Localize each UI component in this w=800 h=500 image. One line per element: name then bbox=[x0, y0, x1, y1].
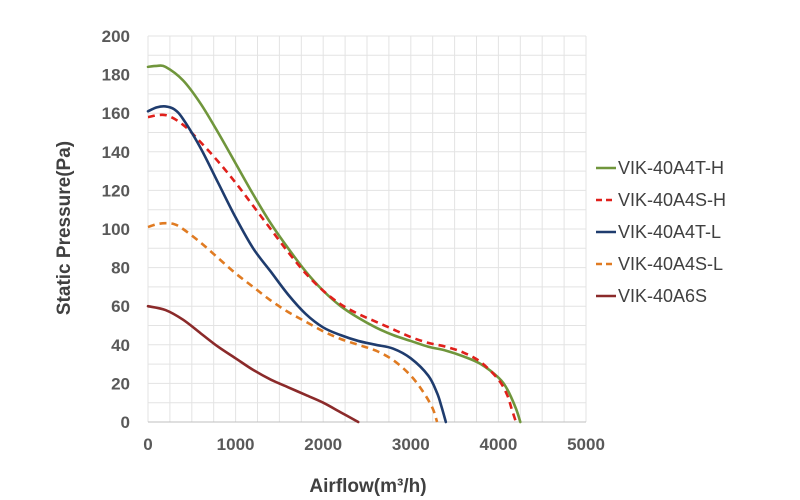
y-tick-label: 200 bbox=[102, 27, 130, 46]
tick-labels: 0 1000 2000 3000 4000 5000 0 20 40 60 80 100 120 140 1… bbox=[102, 27, 605, 454]
legend: VIK-40A4T-H VIK-40A4S-H VIK-40A4T-L VIK-40A… bbox=[596, 158, 726, 306]
legend-label-vik-40a6s: VIK-40A6S bbox=[618, 286, 707, 306]
y-tick-label: 40 bbox=[111, 336, 130, 355]
y-tick-label: 60 bbox=[111, 297, 130, 316]
y-tick-label: 160 bbox=[102, 104, 130, 123]
x-tick-label: 5000 bbox=[567, 435, 605, 454]
series-line-vik-40a4t-l bbox=[146, 105, 448, 424]
legend-label-vik-40a4t-l: VIK-40A4T-L bbox=[618, 222, 721, 242]
y-tick-label: 0 bbox=[121, 413, 130, 432]
x-tick-label: 3000 bbox=[392, 435, 430, 454]
y-tick-label: 100 bbox=[102, 220, 130, 239]
series-line-vik-40a6s bbox=[146, 304, 360, 424]
y-tick-label: 20 bbox=[111, 374, 130, 393]
series-line-vik-40a4t-h bbox=[146, 64, 522, 424]
y-tick-label: 80 bbox=[111, 259, 130, 278]
y-tick-label: 180 bbox=[102, 66, 130, 85]
y-axis-title: Static Pressure(Pa) bbox=[54, 141, 75, 315]
grid bbox=[147, 35, 587, 423]
legend-label-vik-40a4s-l: VIK-40A4S-L bbox=[618, 254, 723, 274]
x-tick-label: 0 bbox=[143, 435, 152, 454]
legend-label-vik-40a4t-h: VIK-40A4T-H bbox=[618, 158, 724, 178]
series-line-vik-40a4s-l bbox=[147, 221, 439, 423]
x-tick-label: 1000 bbox=[217, 435, 255, 454]
series-lines bbox=[146, 64, 522, 424]
x-tick-label: 4000 bbox=[479, 435, 517, 454]
legend-label-vik-40a4s-h: VIK-40A4S-H bbox=[618, 190, 726, 210]
x-tick-label: 2000 bbox=[304, 435, 342, 454]
y-tick-label: 140 bbox=[102, 143, 130, 162]
x-axis-title: Airflow(m³/h) bbox=[309, 476, 426, 497]
y-tick-label: 120 bbox=[102, 181, 130, 200]
series-line-vik-40a4s-h bbox=[147, 113, 518, 423]
